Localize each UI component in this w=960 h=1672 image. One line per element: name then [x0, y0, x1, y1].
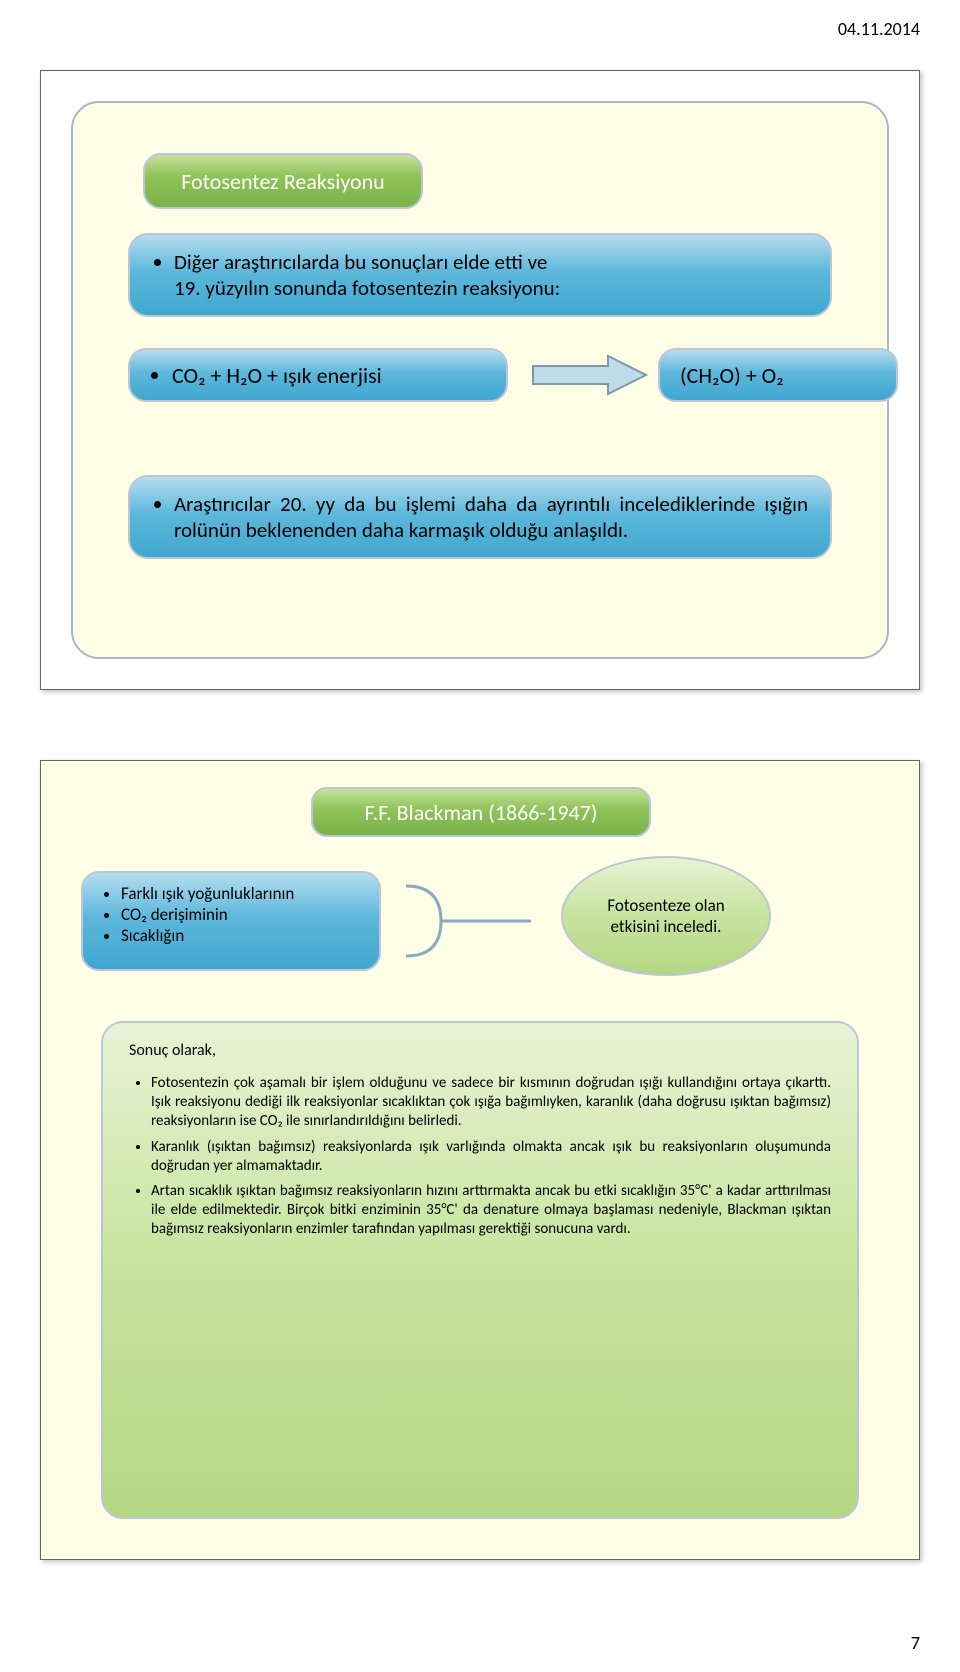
- factor-item: Farklı ışık yoğunluklarının: [121, 883, 363, 904]
- slide1-intro-line: Diğer araştırıcılarda bu sonuçları elde …: [174, 249, 808, 301]
- slide1-intro-box: Diğer araştırıcılarda bu sonuçları elde …: [128, 233, 832, 317]
- slide-1: Fotosentez Reaksiyonu Diğer araştırıcıla…: [40, 70, 920, 690]
- page-number: 7: [911, 1632, 920, 1654]
- eq-right-text: (CH₂O) + O₂: [680, 362, 784, 389]
- slide1-frame: Fotosentez Reaksiyonu Diğer araştırıcıla…: [71, 101, 889, 659]
- slide2-frame: F.F. Blackman (1866-1947) Farklı ışık yo…: [41, 761, 919, 1559]
- eq-left-text: CO₂ + H₂O + ışık enerjisi: [172, 362, 486, 389]
- equation-right: (CH₂O) + O₂: [658, 348, 898, 402]
- conclusion-point: Fotosentezin çok aşamalı bir işlem olduğ…: [151, 1074, 831, 1132]
- arrow-right-icon: [528, 354, 648, 396]
- conclusion-point: Artan sıcaklık ışıktan bağımsız reaksiyo…: [151, 1182, 831, 1240]
- factor-item: Sıcaklığın: [121, 925, 363, 946]
- conclusion-box: Sonuç olarak, Fotosentezin çok aşamalı b…: [101, 1021, 859, 1519]
- slide1-conclusion-line: Araştırıcılar 20. yy da bu işlemi daha d…: [174, 491, 808, 543]
- conclusion-point: Karanlık (ışıktan bağımsız) reaksiyonlar…: [151, 1138, 831, 1176]
- bracket-icon: [401, 871, 541, 971]
- effect-ellipse: Fotosenteze olan etkisini inceledi.: [561, 856, 771, 976]
- page-date: 04.11.2014: [838, 18, 920, 40]
- factor-item: CO₂ derişiminin: [121, 904, 363, 925]
- conclusion-lead: Sonuç olarak,: [129, 1041, 831, 1060]
- slide2-title: F.F. Blackman (1866-1947): [311, 787, 651, 837]
- factors-box: Farklı ışık yoğunluklarının CO₂ derişimi…: [81, 871, 381, 971]
- slide1-conclusion-box: Araştırıcılar 20. yy da bu işlemi daha d…: [128, 475, 832, 559]
- slide1-equation-row: CO₂ + H₂O + ışık enerjisi (CH₂O) + O₂: [128, 348, 832, 408]
- effect-line: etkisini inceledi.: [611, 916, 722, 937]
- slide-2: F.F. Blackman (1866-1947) Farklı ışık yo…: [40, 760, 920, 1560]
- slide1-title: Fotosentez Reaksiyonu: [143, 153, 423, 209]
- equation-left: CO₂ + H₂O + ışık enerjisi: [128, 348, 508, 402]
- effect-line: Fotosenteze olan: [607, 895, 724, 916]
